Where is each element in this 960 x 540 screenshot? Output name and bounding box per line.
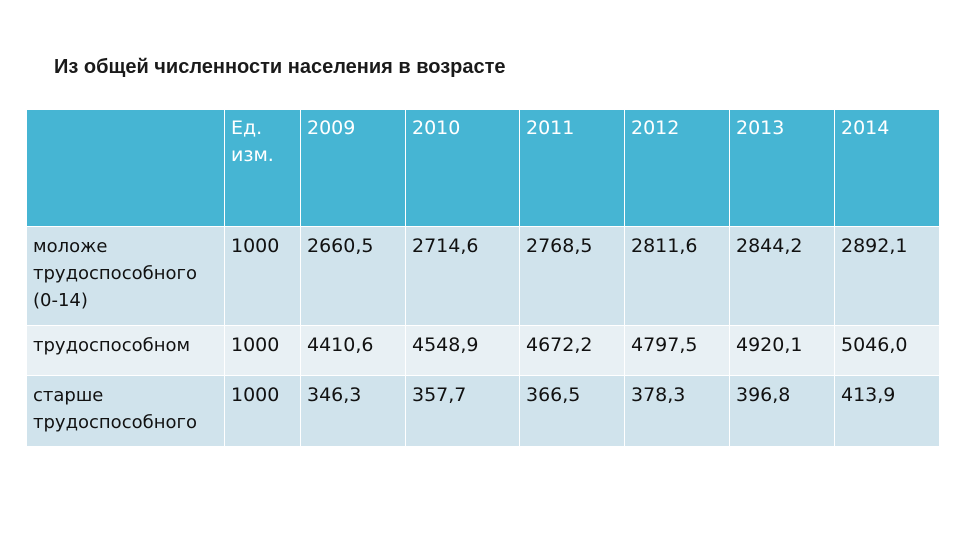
value-cell: 2844,2	[729, 226, 835, 326]
table-row: моложе трудоспособного (0-14) 1000 2660,…	[26, 226, 940, 326]
header-cell-year: 2009	[300, 109, 406, 227]
table-row: трудоспособном 1000 4410,6 4548,9 4672,2…	[26, 325, 940, 376]
row-label: трудоспособном	[26, 325, 225, 376]
row-label: старше трудоспособного	[26, 375, 225, 447]
value-cell: 378,3	[624, 375, 730, 447]
header-cell-year: 2014	[834, 109, 940, 227]
header-cell-empty	[26, 109, 225, 227]
row-label: моложе трудоспособного (0-14)	[26, 226, 225, 326]
unit-cell: 1000	[224, 375, 301, 447]
header-cell-year: 2010	[405, 109, 520, 227]
value-cell: 346,3	[300, 375, 406, 447]
value-cell: 2811,6	[624, 226, 730, 326]
value-cell: 357,7	[405, 375, 520, 447]
population-table: Ед. изм. 2009 2010 2011 2012 2013 2014 м…	[26, 109, 940, 447]
value-cell: 4672,2	[519, 325, 625, 376]
header-cell-year: 2012	[624, 109, 730, 227]
header-cell-unit: Ед. изм.	[224, 109, 301, 227]
value-cell: 2768,5	[519, 226, 625, 326]
value-cell: 413,9	[834, 375, 940, 447]
unit-cell: 1000	[224, 325, 301, 376]
table-row: старше трудоспособного 1000 346,3 357,7 …	[26, 375, 940, 447]
value-cell: 4920,1	[729, 325, 835, 376]
header-cell-year: 2013	[729, 109, 835, 227]
unit-cell: 1000	[224, 226, 301, 326]
header-cell-year: 2011	[519, 109, 625, 227]
value-cell: 5046,0	[834, 325, 940, 376]
value-cell: 2892,1	[834, 226, 940, 326]
value-cell: 4797,5	[624, 325, 730, 376]
value-cell: 4410,6	[300, 325, 406, 376]
value-cell: 396,8	[729, 375, 835, 447]
table-header-row: Ед. изм. 2009 2010 2011 2012 2013 2014	[26, 109, 940, 227]
value-cell: 4548,9	[405, 325, 520, 376]
page-title: Из общей численности населения в возраст…	[54, 56, 506, 78]
value-cell: 2714,6	[405, 226, 520, 326]
value-cell: 366,5	[519, 375, 625, 447]
value-cell: 2660,5	[300, 226, 406, 326]
